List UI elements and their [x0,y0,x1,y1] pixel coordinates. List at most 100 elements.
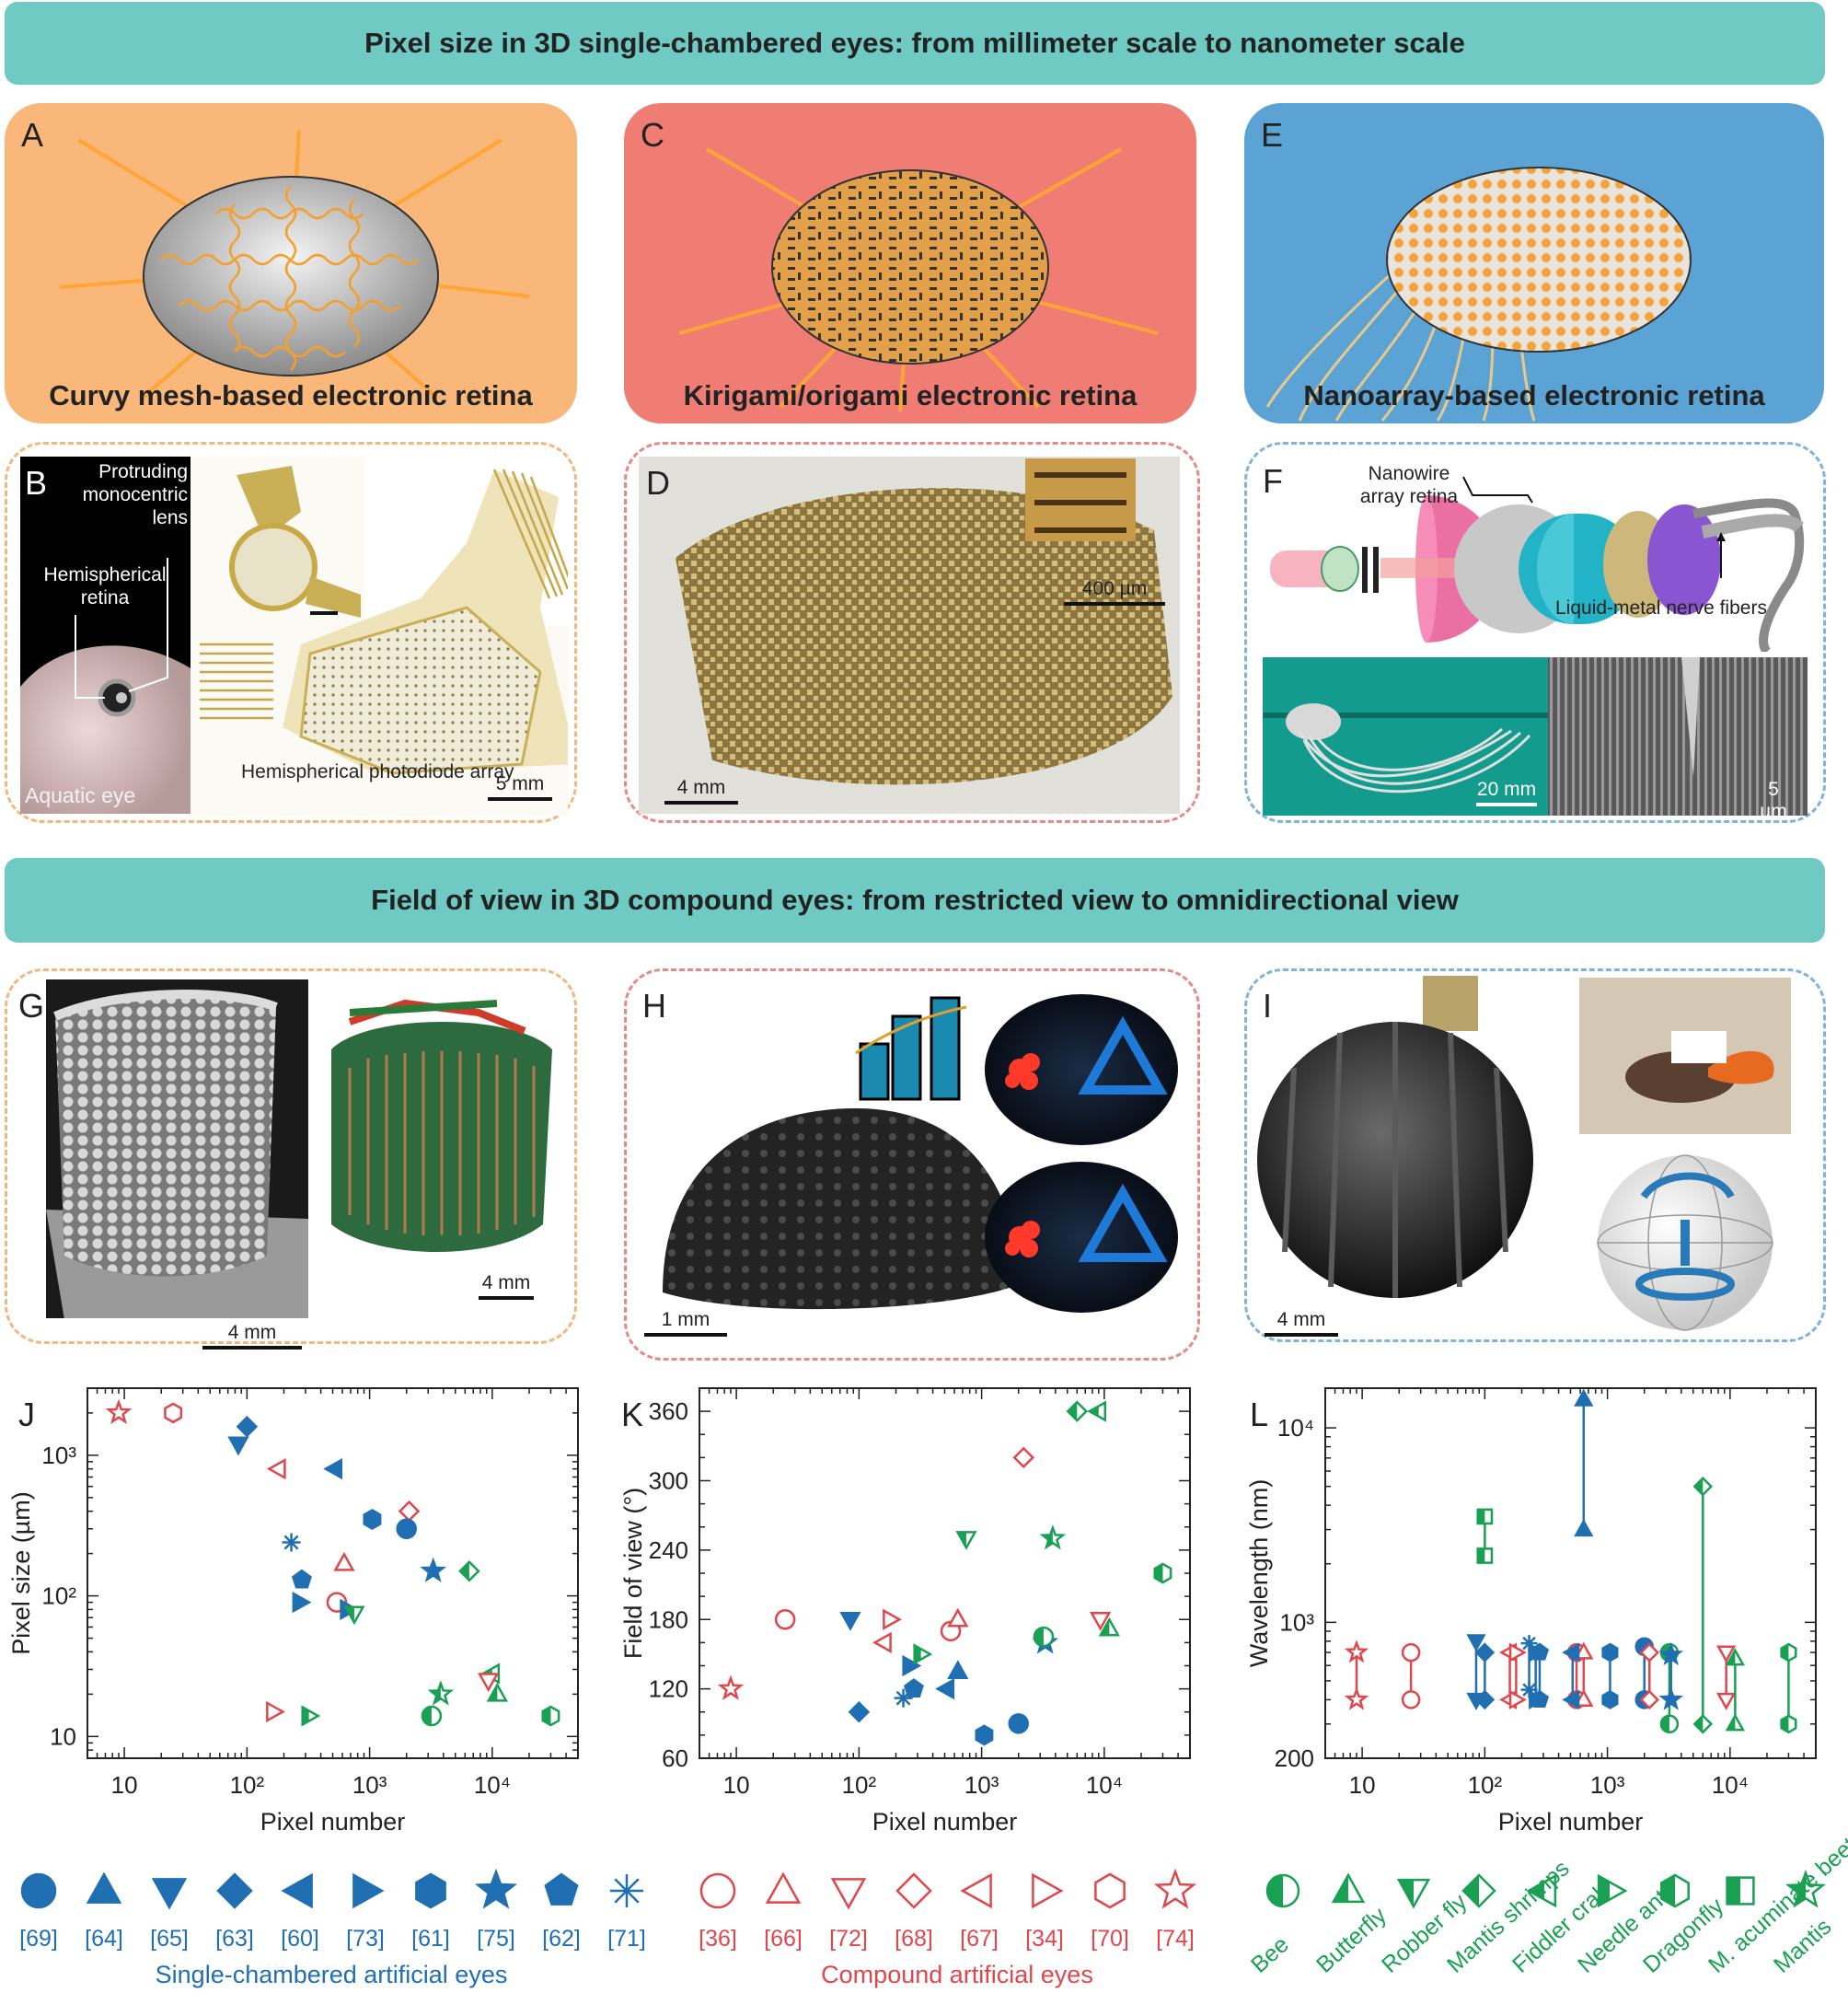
data-point [291,1569,312,1589]
range-low-point [1658,1686,1683,1710]
panel-i-scale: 4 mm [1265,1309,1338,1337]
range-high-point [1466,1634,1486,1652]
jellyfish-eye-image [1263,703,1548,794]
curvy-mesh-eye-illustration [59,130,530,400]
protruding-lens-label: Protruding monocentric lens [82,461,188,528]
aquatic-eye-label: Aquatic eye [25,783,136,807]
data-point [902,1654,922,1677]
data-point [839,1612,861,1631]
range-high-point [1474,1642,1496,1663]
data-point [363,1509,382,1530]
legend-caption: Compound artificial eyes [821,1961,1093,1988]
legend-ref: [66] [764,1926,803,1952]
panel-d-letter: D [646,464,670,502]
legend-animal-marker [1726,1876,1755,1906]
legend-animals: Bee Butterfly Robber fly Mantis shrimps Fidd… [1242,1820,1848,2016]
data-point [396,1518,417,1539]
omnidirectional-eye-image [1257,976,1791,1331]
plot-frame [699,1387,1191,1759]
data-point [935,1677,955,1700]
panel-d-inset-scale-bar [1064,602,1165,606]
legend-compound: [36] [66] [72] [68] [67] [34] [70] [74] Compound… [681,1860,1233,2016]
data-point [227,1436,249,1456]
nanowire-eye-diagram [1270,476,1805,652]
range-high-point [1725,1648,1746,1666]
y-tick-label: 10⁴ [1277,1414,1314,1442]
panel-i-scale-bar [1265,1333,1338,1337]
panel-f-letter: F [1263,462,1283,500]
range-low-point [1574,1688,1594,1707]
cylindrical-eye-sem-image [46,990,308,1318]
x-tick-label: 10 [1349,1771,1376,1799]
data-point [292,1591,312,1614]
data-point [236,1415,259,1438]
legend-marker [1153,1868,1197,1909]
legend-animal-marker [1660,1873,1690,1908]
legend-marker [1094,1872,1126,1909]
x-tick-label: 10³ [1590,1771,1625,1799]
panel-f-right-scale: 5 µm [1752,779,1795,816]
legend-ref: [70] [1091,1926,1129,1952]
x-tick-label: 10 [723,1771,750,1799]
data-point [872,1631,892,1654]
data-point [541,1705,560,1727]
range-high-point [1716,1645,1737,1663]
legend-marker [1032,1872,1064,1909]
panel-g-right-scale-text: 4 mm [481,1272,531,1293]
legend-ref: [72] [829,1926,868,1952]
x-tick-label: 10² [230,1771,265,1799]
y-tick-label: 10³ [1279,1608,1314,1636]
panel-b-scale-bar [488,797,552,801]
curved-camera-device-image [331,999,552,1252]
x-tick-label: 10³ [352,1771,387,1799]
data-point [301,1705,321,1727]
panel-g-letter: G [18,987,45,1025]
legend-animal-marker [1784,1869,1827,1908]
panel-h-scale-bar [644,1333,727,1337]
data-point [717,1674,745,1700]
data-point [1090,1612,1112,1631]
panel-f-left-scale-text: 20 mm [1476,779,1537,800]
legend-ref: [73] [346,1926,385,1952]
legend-marker [86,1871,122,1904]
range-high-point [1574,1388,1594,1407]
kirigami-mesh-photo: D 400 µm 4 mm [639,457,1180,814]
data-point [333,1551,355,1571]
panel-a-caption: Curvy mesh-based electronic retina [49,379,533,411]
chart-j-pixel-size: 10 10² 10³ 10⁴ 10 10² 10³ Pixel number Pixel siz… [7,1387,579,1836]
y-tick-label: 60 [662,1744,688,1772]
legend-animal-marker [1265,1873,1300,1908]
nanowire-sem-image [1548,657,1808,816]
data-point [848,1700,871,1723]
panel-f-box [1244,442,1826,823]
range-low-point [1344,1686,1369,1710]
legend-marker [544,1872,579,1906]
range-high-point [1639,1642,1660,1663]
range-high-point [1530,1642,1550,1661]
panel-a: A Curvy mesh-based electronic retina [5,103,577,423]
legend-marker [474,1868,518,1909]
panel-b-box [5,442,577,823]
panel-d-inset-scale: 400 µm [1064,578,1165,606]
panel-h-scale: 1 mm [644,1309,727,1337]
data-point [420,1557,446,1582]
legend-marker [216,1872,253,1909]
y-axis-label: Pixel size (µm) [7,1491,35,1655]
range-low-point [1530,1689,1550,1708]
retina-chip-photo [191,457,365,626]
panel-e: E Nanoarray-based electronic retina [1244,103,1824,423]
data-point [478,1673,500,1693]
legend-animal-marker [1526,1873,1557,1908]
nanoarray-eye-illustration [1265,167,1692,422]
photodiode-array-label: Hemispherical photodiode array [241,761,514,782]
y-tick-label: 120 [649,1675,688,1703]
data-point [1098,1616,1121,1637]
data-point [1012,1446,1035,1469]
nanowire-sem-photo: 5 µm [1548,657,1808,816]
range-low-point [1639,1689,1660,1710]
legend-caption: Single-chambered artificial eyes [155,1961,508,1988]
range-low-point [1692,1714,1714,1734]
data-point [458,1559,480,1582]
x-tick-label: 10⁴ [1086,1771,1123,1799]
range-high-point [1780,1642,1797,1663]
